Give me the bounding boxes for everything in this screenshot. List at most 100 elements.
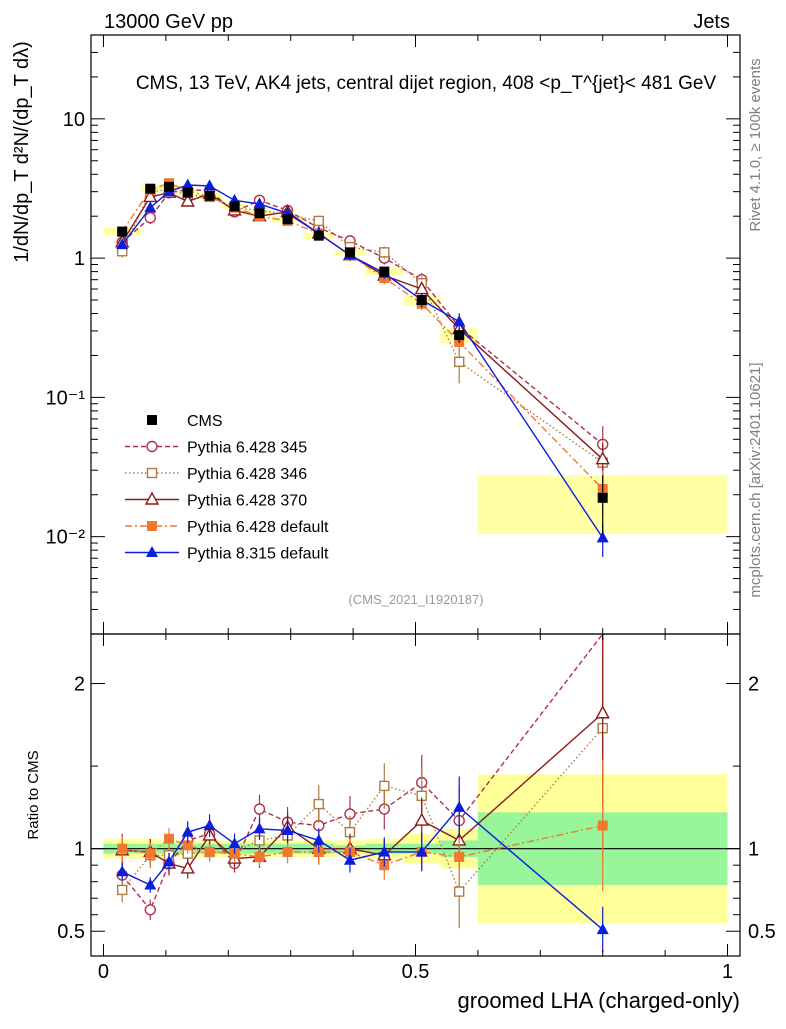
series-5-main-point [253,197,266,209]
series-4-ratio-point [145,848,156,859]
y-axis-label: 1/dN/dp_T d²N/(dp_T dλ) [11,41,33,263]
series-2-main-line [121,188,604,464]
y-tick-label: 10 [63,109,85,131]
legend-marker-3 [144,491,160,505]
ratio-tick-label-right: 0.5 [748,921,776,943]
series-3-main-point [595,451,610,465]
series-0-main-point [182,187,193,198]
series-5-ratio-point [181,825,194,837]
ratio-tick-label-left: 1 [74,839,85,861]
series-0-main-point [282,214,293,225]
series-2-ratio-line [121,727,604,893]
series-1-ratio-point [144,904,156,916]
series-0-main-point [117,226,128,237]
ratio-tick-label-left: 2 [74,674,85,696]
y-tick-label: 10⁻² [46,527,86,549]
x-axis-label: groomed LHA (charged-only) [458,988,740,1013]
series-5-ratio-point [144,878,157,890]
series-5-ratio-point [453,800,466,812]
series-0-main-point [379,266,390,277]
series-4-ratio-point [454,851,465,862]
series-5-main-point [144,201,157,213]
x-tick-label: 0 [98,961,109,983]
legend-marker-5 [146,546,158,557]
series-5-ratio-point [415,845,428,857]
rivet-version: Rivet 4.1.0, ≥ 100k events [747,58,764,231]
series-5-ratio-point [596,923,609,935]
legend: CMS Pythia 6.428 345 Pythia 6.428 346 Pythi… [125,413,329,563]
series-1-main-line [121,188,604,445]
series-4-main-line [121,182,604,490]
series-5-ratio-point [378,845,391,857]
series-5-main-point [453,315,466,327]
series-5-ratio-point [281,824,294,836]
y-tick-label: 10⁻¹ [46,387,86,409]
series-3-ratio-point [180,860,195,874]
series-0-main-point [164,181,175,192]
series-5-ratio-point [163,855,176,867]
legend-label-4: Pythia 6.428 default [187,519,329,536]
series-2-main-point [379,247,390,258]
series-5-ratio-point [116,865,129,877]
series-4-ratio-point [597,820,608,831]
mcplots-credit: mcplots.cern.ch [arXiv:2401.10621] [747,362,764,597]
ratio-series-layer [115,633,610,953]
header-left: 13000 GeV pp [104,11,233,33]
series-5-ratio-point [312,833,325,845]
legend-label-2: Pythia 6.428 346 [187,466,307,483]
series-5-ratio-point [253,822,266,834]
series-5-main-point [181,178,194,190]
series-3-main-point [180,193,195,207]
axis-ticks: 0 0.5 1 10⁻² 10⁻¹ 1 10 0.5 0.5 1 1 2 2 [46,34,776,983]
series-0-main-point [254,208,265,219]
header-right: Jets [693,11,730,33]
ratio-axis-label: Ratio to CMS [25,750,42,839]
x-tick-label: 1 [722,961,733,983]
analysis-id: (CMS_2021_I1920187) [348,592,483,607]
series-4-ratio-point [282,846,293,857]
series-5-main-point [203,179,216,191]
series-5-ratio-point [343,853,356,865]
series-2-ratio-point [379,780,390,792]
series-5-main-point [116,238,129,250]
series-2-ratio-point [313,798,324,810]
ratio-tick-label-right: 2 [748,674,759,696]
series-0-main-point [145,183,156,194]
series-0-main-point [229,201,240,212]
series-1-ratio-point [253,803,266,815]
legend-label-3: Pythia 6.428 370 [187,493,307,510]
series-4-ratio-point [164,833,175,844]
series-0-main-point [204,190,215,201]
legend-marker-4 [147,521,157,531]
main-series-layer [115,178,610,557]
chart-title: CMS, 13 TeV, AK4 jets, central dijet reg… [136,73,717,94]
series-4-ratio-point [182,840,193,851]
series-4-ratio-point [254,851,265,862]
series-2-main-point [313,215,324,227]
series-5-ratio-point [228,837,241,849]
series-5-ratio-line [121,806,604,931]
ratio-tick-label-right: 1 [748,839,759,861]
series-0-main-point [344,247,355,258]
series-5-ratio-point [203,819,216,831]
series-5-main-point [596,531,609,543]
series-2-main-point [453,356,465,368]
legend-marker-1 [146,440,158,453]
series-0-main-point [416,295,427,306]
series-3-ratio-point [595,705,610,719]
series-4-ratio-point [204,846,215,857]
legend-label-0: CMS [187,413,223,430]
series-0-main-point [313,230,324,241]
legend-marker-2 [146,467,158,479]
legend-label-1: Pythia 6.428 345 [187,440,307,457]
legend-marker-0 [147,415,157,425]
series-3-ratio-point [414,812,429,826]
series-2-ratio-point [453,886,465,897]
y-tick-label: 1 [74,248,85,270]
series-0-main-point [454,330,465,341]
main-panel-frame [90,34,741,635]
ratio-tick-label-left: 0.5 [57,921,85,943]
series-2-ratio-point [117,884,128,896]
